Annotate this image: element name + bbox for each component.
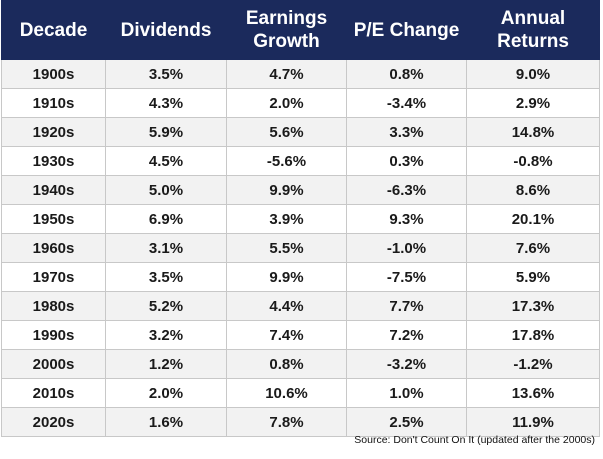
table-header: Decade Dividends Earnings Growth P/E Change…: [1, 0, 600, 60]
table-row: 1960s 3.1% 5.5% -1.0% 7.6%: [1, 233, 600, 263]
value-cell: 2.5%: [346, 407, 467, 437]
table-body: 1900s 3.5% 4.7% 0.8% 9.0% 1910s 4.3% 2.0% -3.4% 2…: [1, 59, 600, 437]
table-row: 1980s 5.2% 4.4% 7.7% 17.3%: [1, 291, 600, 321]
decade-cell: 1950s: [1, 204, 106, 234]
value-cell: 1.6%: [105, 407, 227, 437]
value-cell: 5.0%: [105, 175, 227, 205]
value-cell: 9.9%: [226, 262, 347, 292]
decade-cell: 1980s: [1, 291, 106, 321]
value-cell: 9.3%: [346, 204, 467, 234]
value-cell: 7.8%: [226, 407, 347, 437]
header-cell: P/E Change: [346, 0, 467, 60]
header-cell: Annual Returns: [466, 0, 600, 60]
value-cell: -6.3%: [346, 175, 467, 205]
decade-cell: 1920s: [1, 117, 106, 147]
value-cell: 14.8%: [466, 117, 600, 147]
decade-cell: 1960s: [1, 233, 106, 263]
table-row: 2000s 1.2% 0.8% -3.2% -1.2%: [1, 349, 600, 379]
value-cell: 2.9%: [466, 88, 600, 118]
table-row: 1990s 3.2% 7.4% 7.2% 17.8%: [1, 320, 600, 350]
header-row: Decade Dividends Earnings Growth P/E Change…: [1, 0, 600, 60]
value-cell: 0.3%: [346, 146, 467, 176]
value-cell: 6.9%: [105, 204, 227, 234]
table-row: 1950s 6.9% 3.9% 9.3% 20.1%: [1, 204, 600, 234]
decade-cell: 1900s: [1, 59, 106, 89]
value-cell: 20.1%: [466, 204, 600, 234]
value-cell: 5.5%: [226, 233, 347, 263]
value-cell: 3.2%: [105, 320, 227, 350]
value-cell: 3.1%: [105, 233, 227, 263]
table-row: 1970s 3.5% 9.9% -7.5% 5.9%: [1, 262, 600, 292]
decade-cell: 2000s: [1, 349, 106, 379]
value-cell: 2.0%: [105, 378, 227, 408]
value-cell: -1.2%: [466, 349, 600, 379]
value-cell: 7.7%: [346, 291, 467, 321]
decade-cell: 1970s: [1, 262, 106, 292]
value-cell: 7.6%: [466, 233, 600, 263]
table-row: 1920s 5.9% 5.6% 3.3% 14.8%: [1, 117, 600, 147]
value-cell: 3.5%: [105, 59, 227, 89]
table-row: 1940s 5.0% 9.9% -6.3% 8.6%: [1, 175, 600, 205]
table-row: 1900s 3.5% 4.7% 0.8% 9.0%: [1, 59, 600, 89]
table-row: 2020s 1.6% 7.8% 2.5% 11.9%: [1, 407, 600, 437]
value-cell: -1.0%: [346, 233, 467, 263]
table-row: 1930s 4.5% -5.6% 0.3% -0.8%: [1, 146, 600, 176]
source-note: Source: Don't Count On It (updated after…: [354, 434, 595, 446]
value-cell: 3.5%: [105, 262, 227, 292]
decade-cell: 2020s: [1, 407, 106, 437]
value-cell: 5.2%: [105, 291, 227, 321]
value-cell: -3.2%: [346, 349, 467, 379]
value-cell: -3.4%: [346, 88, 467, 118]
value-cell: 4.3%: [105, 88, 227, 118]
value-cell: 1.2%: [105, 349, 227, 379]
table-row: 1910s 4.3% 2.0% -3.4% 2.9%: [1, 88, 600, 118]
value-cell: 11.9%: [466, 407, 600, 437]
decade-cell: 1910s: [1, 88, 106, 118]
returns-table: Decade Dividends Earnings Growth P/E Change…: [1, 0, 600, 437]
value-cell: 5.9%: [105, 117, 227, 147]
value-cell: 5.9%: [466, 262, 600, 292]
value-cell: -5.6%: [226, 146, 347, 176]
value-cell: 4.4%: [226, 291, 347, 321]
value-cell: 17.3%: [466, 291, 600, 321]
value-cell: 4.5%: [105, 146, 227, 176]
header-cell: Earnings Growth: [226, 0, 347, 60]
value-cell: 7.4%: [226, 320, 347, 350]
value-cell: 7.2%: [346, 320, 467, 350]
value-cell: 8.6%: [466, 175, 600, 205]
table-row: 2010s 2.0% 10.6% 1.0% 13.6%: [1, 378, 600, 408]
value-cell: 10.6%: [226, 378, 347, 408]
value-cell: 3.9%: [226, 204, 347, 234]
decade-cell: 1990s: [1, 320, 106, 350]
decade-cell: 1930s: [1, 146, 106, 176]
value-cell: 2.0%: [226, 88, 347, 118]
value-cell: 5.6%: [226, 117, 347, 147]
value-cell: 17.8%: [466, 320, 600, 350]
value-cell: -0.8%: [466, 146, 600, 176]
value-cell: -7.5%: [346, 262, 467, 292]
value-cell: 0.8%: [226, 349, 347, 379]
decade-cell: 1940s: [1, 175, 106, 205]
value-cell: 13.6%: [466, 378, 600, 408]
header-cell: Dividends: [105, 0, 227, 60]
header-cell: Decade: [1, 0, 106, 60]
value-cell: 9.9%: [226, 175, 347, 205]
value-cell: 9.0%: [466, 59, 600, 89]
value-cell: 3.3%: [346, 117, 467, 147]
decade-cell: 2010s: [1, 378, 106, 408]
value-cell: 1.0%: [346, 378, 467, 408]
value-cell: 4.7%: [226, 59, 347, 89]
value-cell: 0.8%: [346, 59, 467, 89]
